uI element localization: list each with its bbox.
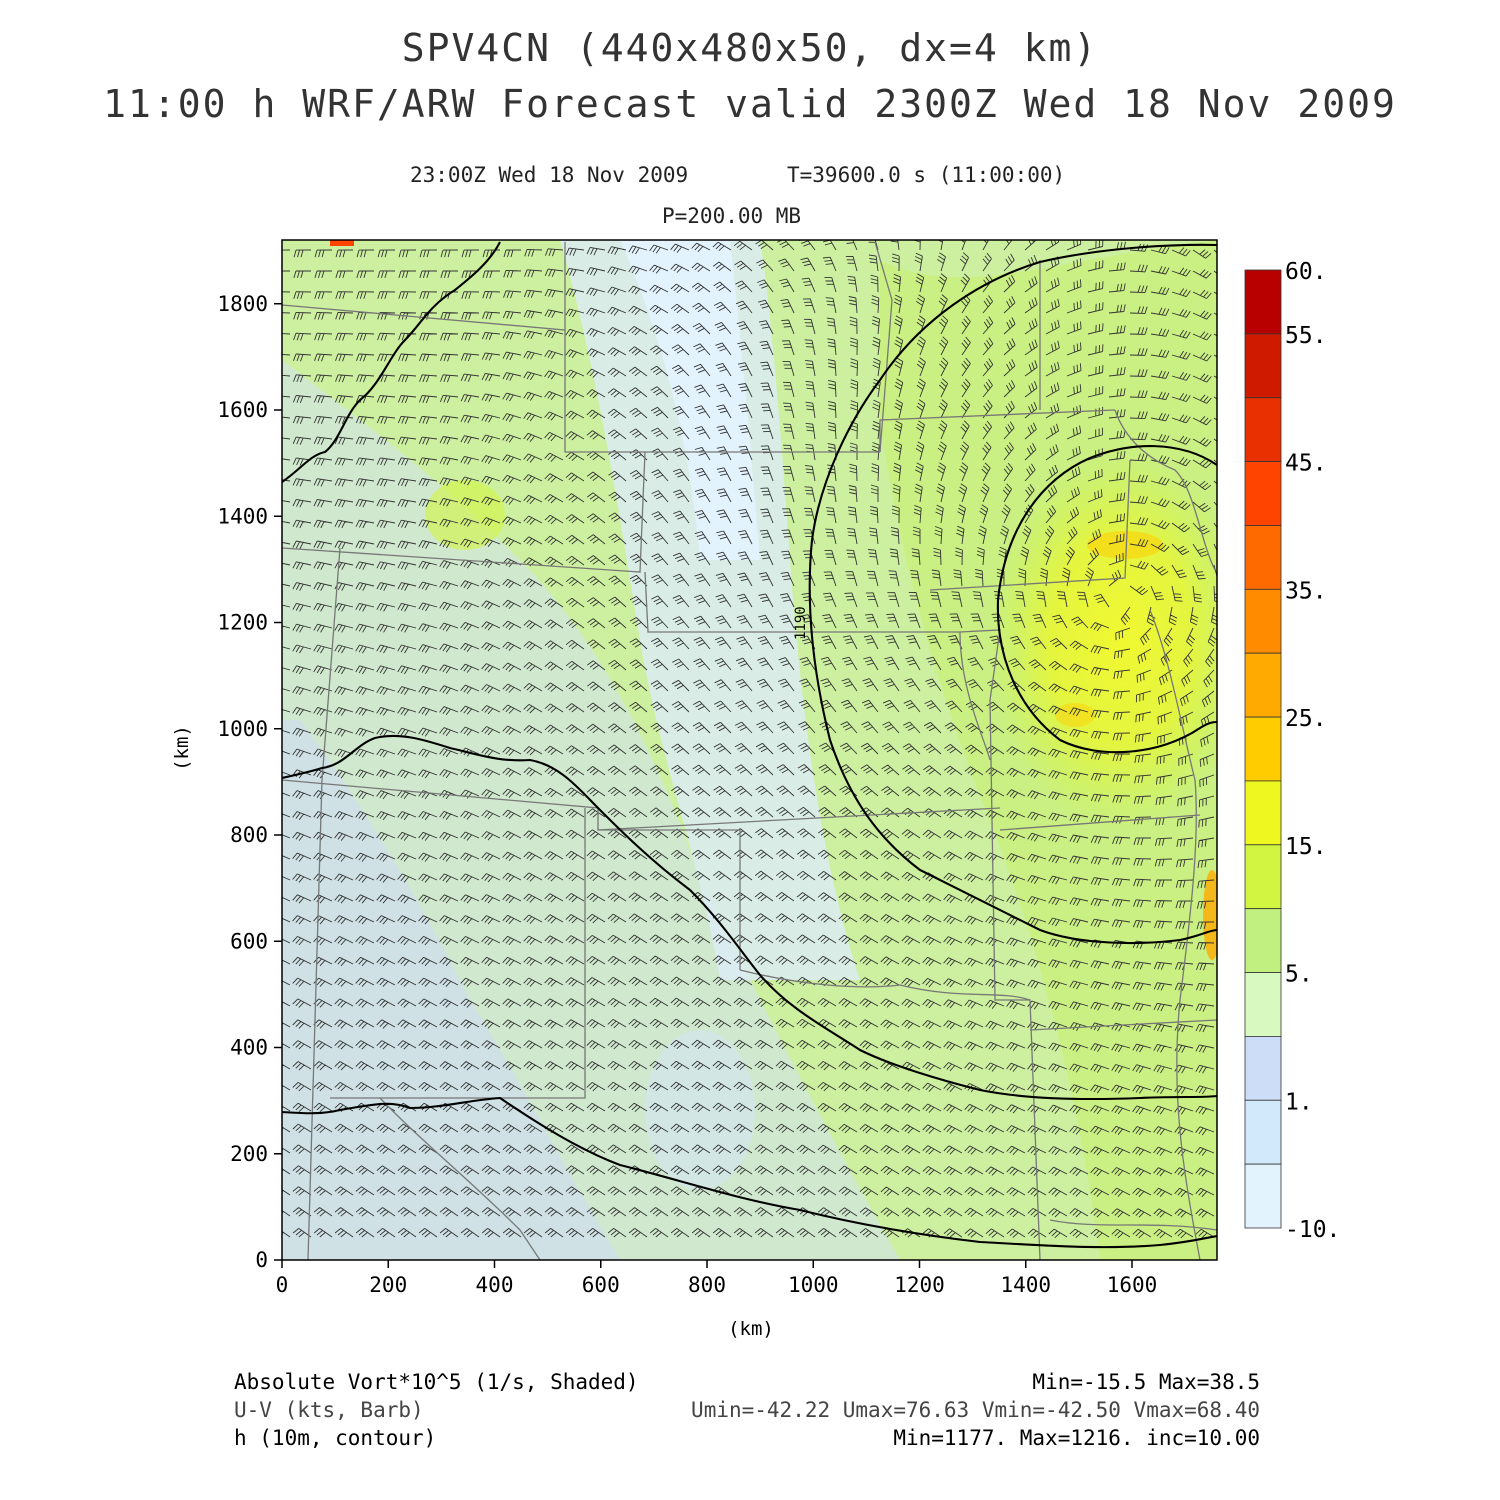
colorbar-segment	[1244, 333, 1282, 399]
x-tick-label: 800	[688, 1273, 726, 1297]
colorbar-segment	[1244, 780, 1282, 846]
colorbar-label: -10.	[1285, 1217, 1340, 1243]
x-axis-label: (km)	[728, 1318, 774, 1340]
colorbar-label: 35.	[1285, 578, 1327, 604]
pressure-level: P=200.00 MB	[662, 204, 802, 228]
colorbar-segment	[1244, 588, 1282, 654]
y-tick-label: 0	[255, 1248, 268, 1272]
colorbar-label: 60.	[1285, 259, 1327, 285]
colorbar-segment	[1244, 1163, 1282, 1229]
colorbar-label: 45.	[1285, 451, 1327, 477]
x-tick-label: 600	[582, 1273, 620, 1297]
colorbar-label: 25.	[1285, 706, 1327, 732]
plot-frame	[281, 239, 1218, 1261]
contour-label: 1190	[793, 606, 809, 640]
colorbar-segment	[1244, 269, 1282, 335]
colorbar-segment	[1244, 716, 1282, 782]
colorbar-segment	[1244, 652, 1282, 718]
colorbar-segment	[1244, 397, 1282, 463]
x-axis: 0 200 400 600 800 1000 1200 1400 1600	[276, 1260, 1158, 1297]
field2-name: U-V (kts, Barb)	[234, 1398, 424, 1422]
x-tick-label: 1000	[788, 1273, 839, 1297]
colorbar-label: 55.	[1285, 323, 1327, 349]
x-tick-label: 1200	[894, 1273, 945, 1297]
x-tick-label: 1400	[1000, 1273, 1051, 1297]
colorbar-segment	[1244, 844, 1282, 910]
x-tick-label: 200	[369, 1273, 407, 1297]
colorbar-segment	[1244, 1099, 1282, 1165]
y-tick-label: 1600	[217, 398, 268, 422]
y-tick-label: 1400	[217, 504, 268, 528]
x-tick-label: 1600	[1107, 1273, 1158, 1297]
y-tick-label: 1200	[217, 611, 268, 635]
map-title: SPV4CN (440x480x50, dx=4 km)	[401, 26, 1099, 70]
y-tick-label: 800	[230, 823, 268, 847]
field1-stats: Min=-15.5 Max=38.5	[1032, 1370, 1260, 1394]
state-boundaries	[282, 241, 1217, 1260]
colorbar-segment	[1244, 525, 1282, 590]
colorbar-segment	[1244, 1036, 1282, 1101]
y-axis: 0 200 400 600 800 1000 1200 1400 1600 1800	[217, 292, 282, 1272]
colorbar-segment	[1244, 908, 1282, 973]
field2-stats: Umin=-42.22 Umax=76.63 Vmin=-42.50 Vmax=…	[691, 1398, 1260, 1422]
forecast-subtitle: 11:00 h WRF/ARW Forecast valid 2300Z Wed…	[103, 82, 1397, 126]
colorbar-label: 15.	[1285, 834, 1327, 860]
colorbar-segment	[1244, 972, 1282, 1037]
y-tick-label: 200	[230, 1142, 268, 1166]
x-tick-label: 400	[476, 1273, 514, 1297]
field3-name: h (10m, contour)	[234, 1426, 437, 1450]
colorbar: 60. 55. 45. 35. 25. 15. 5. 1. -10.	[1244, 259, 1340, 1243]
model-time: T=39600.0 s (11:00:00)	[787, 163, 1066, 187]
valid-time: 23:00Z Wed 18 Nov 2009	[410, 163, 689, 187]
y-tick-label: 400	[230, 1036, 268, 1060]
y-tick-label: 600	[230, 929, 268, 953]
y-tick-label: 1000	[217, 717, 268, 741]
colorbar-label: 1.	[1285, 1089, 1313, 1115]
y-axis-label: (km)	[171, 725, 193, 771]
field1-name: Absolute Vort*10^5 (1/s, Shaded)	[234, 1370, 639, 1394]
height-contours	[282, 241, 1217, 1249]
colorbar-segment	[1244, 461, 1282, 526]
y-tick-label: 1800	[217, 292, 268, 316]
colorbar-label: 5.	[1285, 962, 1313, 988]
x-tick-label: 0	[276, 1273, 289, 1297]
field3-stats: Min=1177. Max=1216. inc=10.00	[893, 1426, 1260, 1450]
